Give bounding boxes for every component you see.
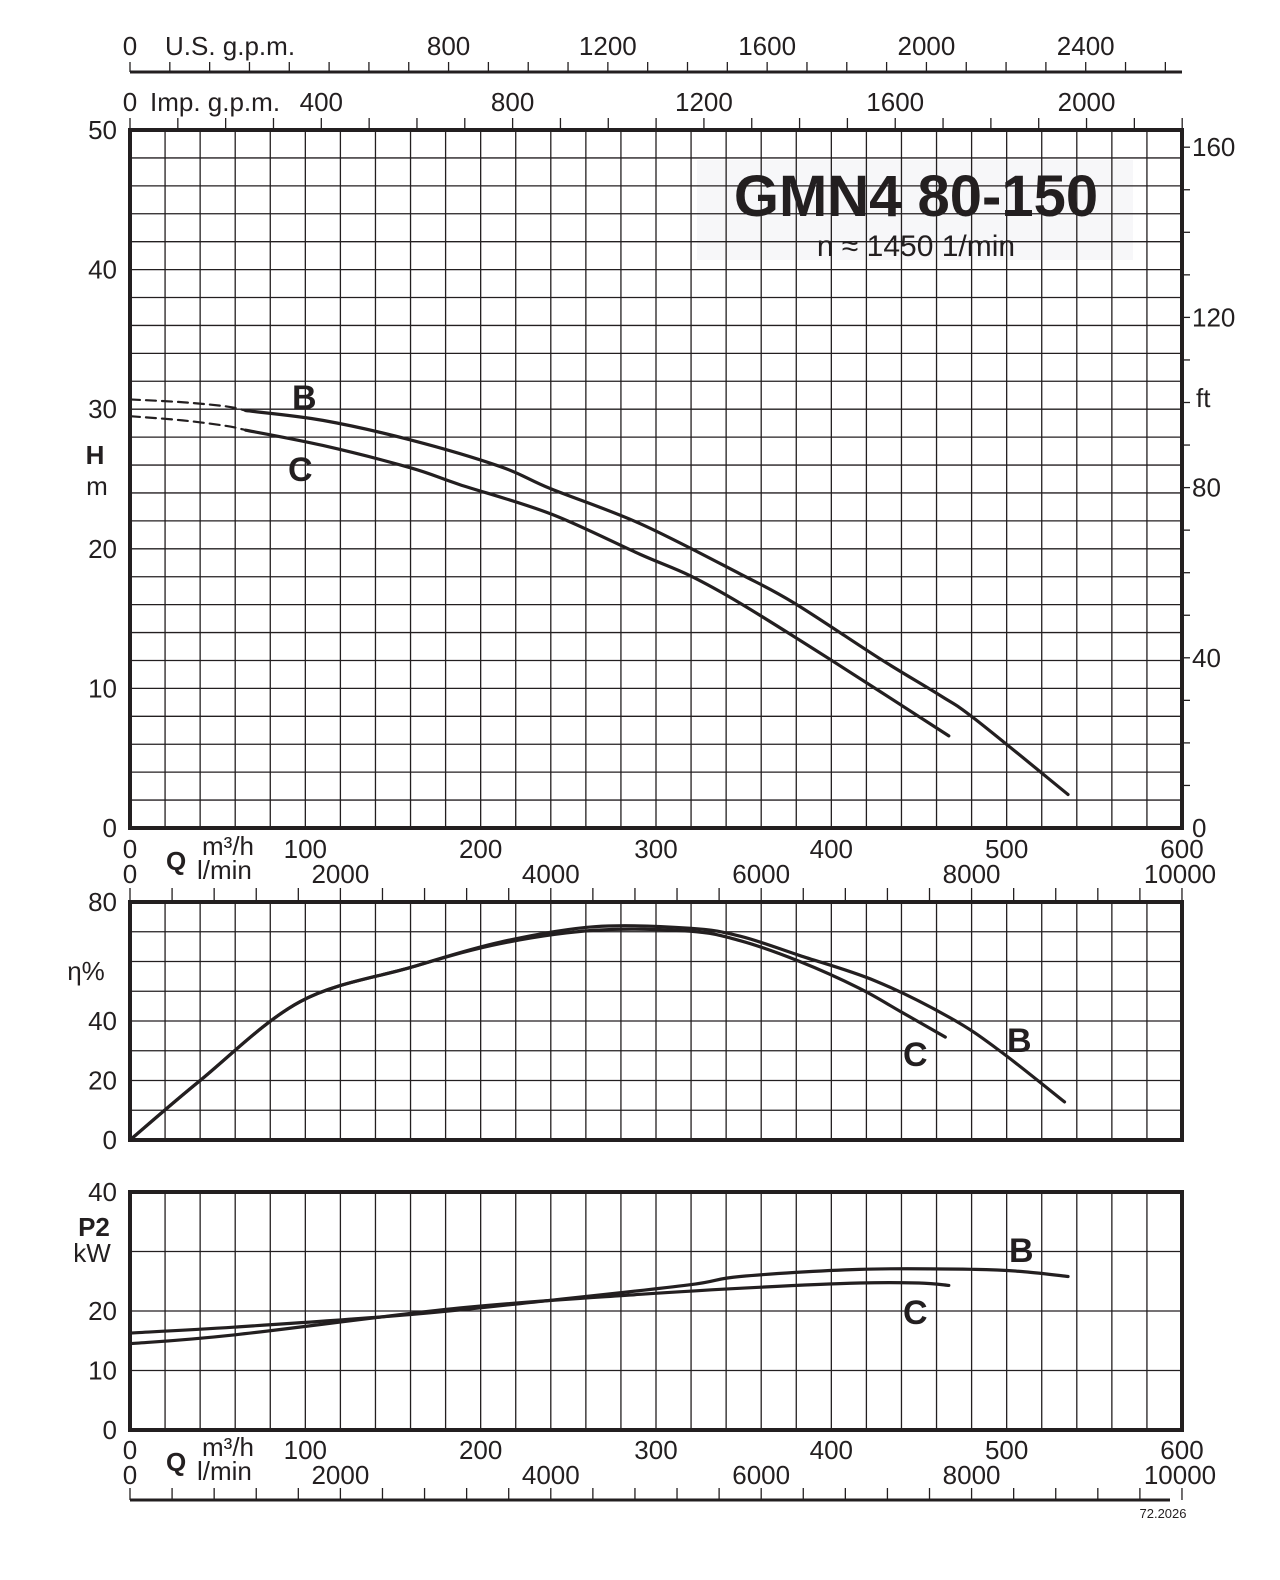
imp-gpm-tick-label: 800 [491,87,534,117]
us-gpm-tick-label: 1600 [738,31,796,61]
m3h-unit-top: m³/h [202,831,254,861]
h-curve-label-b: B [292,379,317,417]
ft-tick-label: 80 [1192,473,1221,503]
y-tick-label: 10 [88,673,117,703]
plot-frame [128,1190,1184,1432]
y-tick-label: 30 [88,394,117,424]
imp-gpm-axis-label: Imp. g.p.m. [150,87,280,117]
us-gpm-tick-label: 0 [123,31,137,61]
eff-curve-label-b: B [1007,1022,1032,1060]
footer-code: 72.2026 [1140,1506,1187,1521]
m3h-tick-label: 0 [123,1435,137,1465]
lmin-tick-label: 10000 [1144,1460,1216,1490]
lmin-tick-label: 4000 [522,1460,580,1490]
y-tick-label: 10 [88,1356,117,1386]
lmin-tick-label: 6000 [732,859,790,889]
us-gpm-tick-label: 800 [427,31,470,61]
m3h-tick-label: 200 [459,1435,502,1465]
m3h-tick-label: 0 [123,834,137,864]
m3h-tick-label: 100 [284,834,327,864]
eff-curve-label-c: C [903,1036,928,1074]
m3h-tick-label: 500 [985,1435,1028,1465]
lmin-tick-label: 8000 [943,859,1001,889]
ft-tick-label: 40 [1192,643,1221,673]
curve-c [244,428,951,738]
ft-tick-label: 120 [1192,302,1235,332]
lmin-tick-label: 2000 [311,1460,369,1490]
title-box [697,160,1133,260]
imp-gpm-tick-label: 0 [123,87,137,117]
efficiency-axis-label: η% [67,956,105,986]
m3h-tick-label: 500 [985,834,1028,864]
us-gpm-tick-label: 2400 [1057,31,1115,61]
m3h-tick-label: 400 [810,834,853,864]
y-tick-label: 20 [88,534,117,564]
lmin-tick-label: 4000 [522,859,580,889]
us-gpm-axis-label: U.S. g.p.m. [165,31,295,61]
y-tick-label: 40 [88,255,117,285]
power-axis-label: P2 [78,1212,110,1242]
curve-c [128,1281,951,1346]
lmin-tick-label: 0 [123,859,137,889]
h-axis-unit: m [86,471,108,501]
us-gpm-tick-label: 1200 [579,31,637,61]
curve-c [128,927,947,1142]
lmin-unit-bottom: l/min [197,1456,252,1486]
lmin-tick-label: 10000 [1144,859,1216,889]
m3h-tick-label: 600 [1160,1435,1203,1465]
y-tick-label: 20 [88,1066,117,1096]
model-title: GMN4 80-150 [734,164,1098,229]
power-curve-label-c: C [903,1294,928,1332]
plot-frame [128,900,1184,1142]
lmin-tick-label: 6000 [732,1460,790,1490]
lmin-unit-top: l/min [197,855,252,885]
ft-tick-label: 160 [1192,132,1235,162]
curve-b [244,408,1070,797]
q-symbol-top: Q [166,846,186,876]
y-tick-label: 0 [103,1125,117,1155]
y-tick-label: 80 [88,887,117,917]
q-symbol-bottom: Q [166,1447,186,1477]
y-tick-label: 50 [88,115,117,145]
y-tick-label: 40 [88,1177,117,1207]
m3h-tick-label: 600 [1160,834,1203,864]
curve-c-extrapolated [128,415,247,432]
imp-gpm-tick-label: 1600 [866,87,924,117]
m3h-unit-bottom: m³/h [202,1432,254,1462]
ft-axis-label: ft [1196,383,1211,413]
curve-b [128,1267,1070,1335]
m3h-tick-label: 300 [634,834,677,864]
lmin-tick-label: 8000 [943,1460,1001,1490]
y-tick-label: 40 [88,1006,117,1036]
m3h-tick-label: 200 [459,834,502,864]
imp-gpm-tick-label: 2000 [1058,87,1116,117]
lmin-tick-label: 0 [123,1460,137,1490]
lmin-tick-label: 2000 [311,859,369,889]
m3h-tick-label: 400 [810,1435,853,1465]
y-tick-label: 20 [88,1296,117,1326]
m3h-tick-label: 100 [284,1435,327,1465]
speed-label: n ≈ 1450 1/min [817,230,1015,263]
imp-gpm-tick-label: 400 [300,87,343,117]
y-tick-label: 0 [103,1415,117,1445]
y-tick-label: 0 [103,813,117,843]
h-curve-label-c: C [288,451,313,489]
h-axis-label: H [86,440,105,470]
curve-b-extrapolated [128,398,247,412]
ft-tick-label: 0 [1192,813,1206,843]
power-axis-unit: kW [73,1238,111,1268]
imp-gpm-tick-label: 1200 [675,87,733,117]
us-gpm-tick-label: 2000 [898,31,956,61]
m3h-tick-label: 300 [634,1435,677,1465]
